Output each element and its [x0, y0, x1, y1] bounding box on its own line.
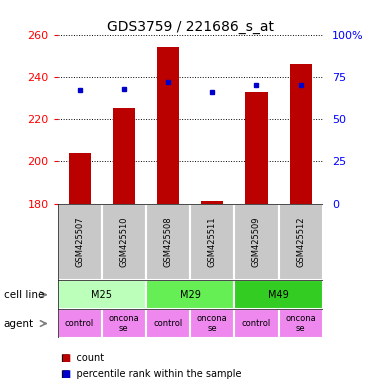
- Text: M49: M49: [268, 290, 289, 300]
- Bar: [58, 204, 102, 280]
- Text: oncona
se: oncona se: [285, 314, 316, 333]
- Bar: [234, 280, 323, 309]
- Text: GSM425512: GSM425512: [296, 217, 305, 267]
- Bar: [279, 204, 323, 280]
- Bar: [234, 204, 279, 280]
- Bar: [58, 280, 146, 309]
- Bar: [113, 109, 135, 204]
- Text: M29: M29: [180, 290, 201, 300]
- Bar: [102, 204, 146, 280]
- Text: GSM425511: GSM425511: [208, 217, 217, 267]
- Bar: [157, 47, 179, 204]
- Text: ■  percentile rank within the sample: ■ percentile rank within the sample: [61, 369, 242, 379]
- Text: M25: M25: [91, 290, 112, 300]
- Bar: [102, 309, 146, 338]
- Bar: [234, 309, 279, 338]
- Text: cell line: cell line: [4, 290, 44, 300]
- Bar: [146, 280, 234, 309]
- Text: control: control: [153, 319, 183, 328]
- Text: GSM425510: GSM425510: [119, 217, 128, 267]
- Bar: [58, 309, 102, 338]
- Bar: [190, 309, 234, 338]
- Text: ■: ■: [61, 369, 70, 379]
- Text: ■: ■: [61, 353, 70, 363]
- Text: ■  count: ■ count: [61, 353, 104, 363]
- Bar: [69, 153, 91, 204]
- Bar: [146, 309, 190, 338]
- Text: control: control: [242, 319, 271, 328]
- Title: GDS3759 / 221686_s_at: GDS3759 / 221686_s_at: [106, 20, 274, 33]
- Text: GSM425508: GSM425508: [164, 217, 173, 267]
- Bar: [245, 92, 267, 204]
- Text: agent: agent: [4, 318, 34, 329]
- Text: control: control: [65, 319, 94, 328]
- Bar: [190, 204, 234, 280]
- Text: oncona
se: oncona se: [197, 314, 228, 333]
- Text: GSM425507: GSM425507: [75, 217, 84, 267]
- Bar: [201, 201, 223, 204]
- Text: GSM425509: GSM425509: [252, 217, 261, 267]
- Bar: [279, 309, 323, 338]
- Bar: [290, 64, 312, 204]
- Text: oncona
se: oncona se: [108, 314, 139, 333]
- Bar: [146, 204, 190, 280]
